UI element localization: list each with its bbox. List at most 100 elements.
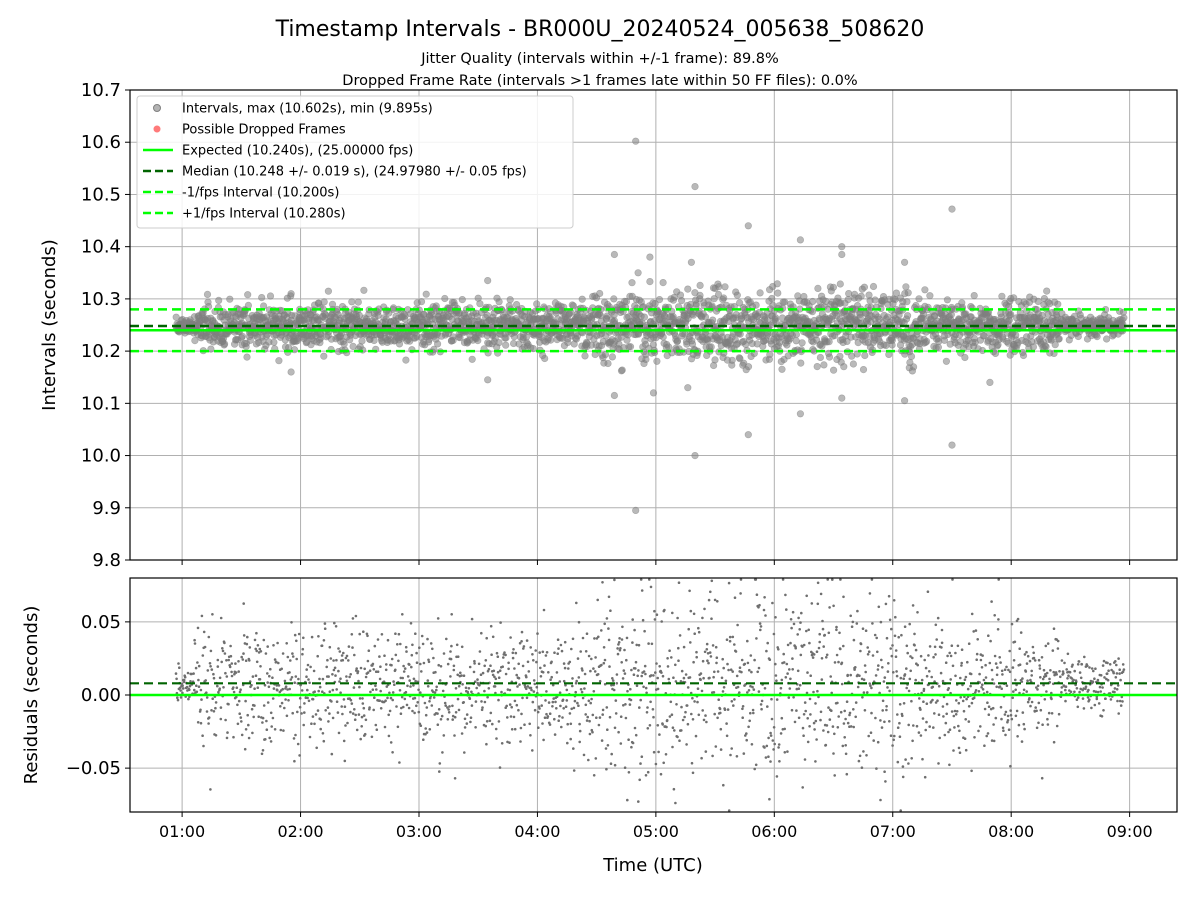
residual-point xyxy=(211,613,214,616)
interval-point xyxy=(541,355,548,362)
residual-point xyxy=(626,799,629,802)
residual-point xyxy=(199,709,202,712)
residual-point xyxy=(369,669,372,672)
residual-point xyxy=(282,729,285,732)
residual-point xyxy=(317,635,320,638)
residual-point xyxy=(443,734,446,737)
residual-point xyxy=(703,608,706,611)
residual-point xyxy=(411,654,414,657)
residual-point xyxy=(643,630,646,633)
residual-point xyxy=(520,727,523,730)
residual-point xyxy=(938,737,941,740)
residual-point xyxy=(703,719,706,722)
residual-point xyxy=(1016,710,1019,713)
residual-point xyxy=(238,700,241,703)
residual-point xyxy=(687,628,690,631)
residual-point xyxy=(771,718,774,721)
interval-point xyxy=(697,282,704,289)
residual-point xyxy=(335,659,338,662)
residual-point xyxy=(385,663,388,666)
interval-point xyxy=(484,277,491,284)
residual-point xyxy=(575,680,578,683)
residual-point xyxy=(429,728,432,731)
residual-point xyxy=(451,718,454,721)
residual-point xyxy=(566,689,569,692)
residual-point xyxy=(207,722,210,725)
residual-point xyxy=(453,665,456,668)
residual-point xyxy=(547,715,550,718)
residual-point xyxy=(415,652,418,655)
interval-point xyxy=(845,290,852,297)
interval-point xyxy=(547,337,554,344)
residual-point xyxy=(827,731,830,734)
residual-point xyxy=(428,700,431,703)
residual-point xyxy=(642,619,645,622)
residual-point xyxy=(897,726,900,729)
residual-point xyxy=(841,662,844,665)
residual-point xyxy=(552,701,555,704)
residual-point xyxy=(623,669,626,672)
residual-point xyxy=(474,726,477,729)
residual-point xyxy=(363,707,366,710)
residual-point xyxy=(246,714,249,717)
residual-point xyxy=(900,677,903,680)
residual-point xyxy=(544,716,547,719)
residual-point xyxy=(590,658,593,661)
interval-point xyxy=(779,366,786,373)
residual-point xyxy=(625,659,628,662)
residual-point xyxy=(822,645,825,648)
residual-point xyxy=(794,647,797,650)
residual-point xyxy=(405,646,408,649)
residual-point xyxy=(1021,740,1024,743)
residual-point xyxy=(741,708,744,711)
residual-point xyxy=(742,705,745,708)
residual-point xyxy=(892,739,895,742)
residual-point xyxy=(993,740,996,743)
residual-point xyxy=(1033,657,1036,660)
residual-point xyxy=(481,709,484,712)
residual-point xyxy=(497,655,500,658)
residual-point xyxy=(858,674,861,677)
interval-point xyxy=(627,343,634,350)
residual-point xyxy=(214,707,217,710)
residual-point xyxy=(916,611,919,614)
residual-point xyxy=(981,666,984,669)
interval-point xyxy=(837,353,844,360)
residual-point xyxy=(788,668,791,671)
residual-point xyxy=(245,728,248,731)
residual-point xyxy=(1066,677,1069,680)
residual-point xyxy=(643,670,646,673)
residual-point xyxy=(937,617,940,620)
residual-point xyxy=(627,738,630,741)
residual-point xyxy=(505,673,508,676)
residual-point xyxy=(401,677,404,680)
residual-point xyxy=(359,738,362,741)
residual-point xyxy=(704,651,707,654)
residual-point xyxy=(1015,715,1018,718)
residual-point xyxy=(901,715,904,718)
residual-point xyxy=(331,753,334,756)
residual-point xyxy=(541,722,544,725)
residual-point xyxy=(679,634,682,637)
residual-point xyxy=(1057,640,1060,643)
residual-point xyxy=(1011,697,1014,700)
residual-point xyxy=(923,688,926,691)
residual-point xyxy=(883,721,886,724)
interval-point xyxy=(609,354,616,361)
residual-point xyxy=(1025,690,1028,693)
interval-point xyxy=(656,296,663,303)
residual-point xyxy=(175,672,178,675)
residual-point xyxy=(764,614,767,617)
residual-point xyxy=(941,642,944,645)
residual-point xyxy=(484,725,487,728)
residual-point xyxy=(683,716,686,719)
residual-point xyxy=(803,644,806,647)
top-panel-ylabel: Intervals (seconds) xyxy=(39,239,60,411)
residual-point xyxy=(307,664,310,667)
residual-point xyxy=(967,688,970,691)
residual-point xyxy=(835,626,838,629)
residual-point xyxy=(800,612,803,615)
residual-point xyxy=(257,686,260,689)
residual-point xyxy=(874,634,877,637)
residual-point xyxy=(594,670,597,673)
